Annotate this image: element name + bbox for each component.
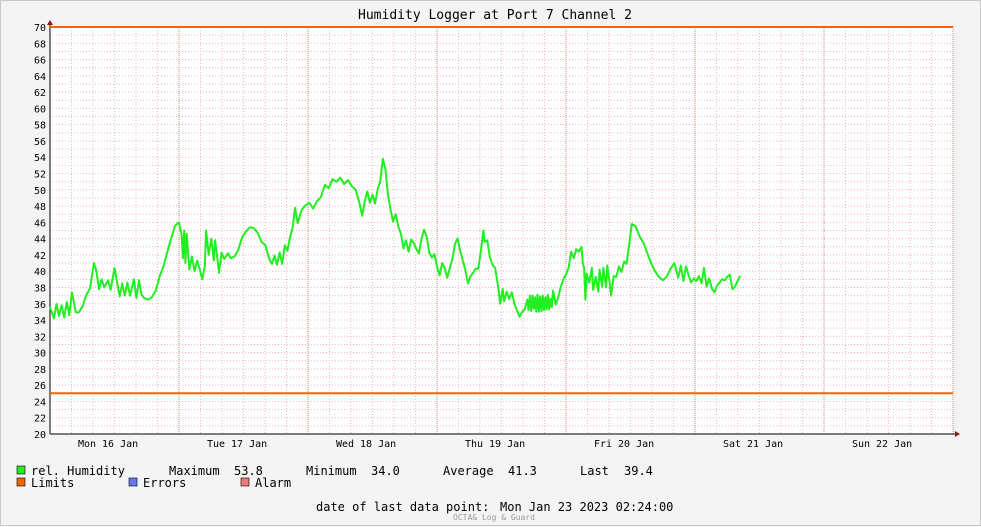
x-tick-label: Mon 16 Jan bbox=[78, 439, 138, 450]
last-data-point-label: date of last data point: bbox=[316, 500, 489, 514]
y-tick-label: 70 bbox=[34, 23, 46, 34]
y-axis-arrow bbox=[47, 20, 53, 25]
x-tick-label: Fri 20 Jan bbox=[594, 439, 654, 450]
chart-title: Humidity Logger at Port 7 Channel 2 bbox=[358, 8, 632, 23]
stats-row: Maximum 53.8 Minimum 34.0 Average 41.3 L… bbox=[169, 464, 653, 478]
y-tick-label: 60 bbox=[34, 104, 46, 115]
stat-maximum-value: 53.8 bbox=[234, 464, 263, 478]
last-data-point-value: Mon Jan 23 2023 02:24:00 bbox=[500, 500, 673, 514]
y-tick-label: 26 bbox=[34, 381, 46, 392]
x-tick-label: Tue 17 Jan bbox=[207, 439, 267, 450]
legend-swatch bbox=[16, 477, 26, 487]
x-axis-ticks: Mon 16 Jan Tue 17 Jan Wed 18 Jan Thu 19 Jan… bbox=[78, 439, 912, 450]
grid-lines bbox=[49, 26, 954, 435]
y-tick-label: 36 bbox=[34, 300, 46, 311]
stat-minimum-label: Minimum bbox=[306, 464, 357, 478]
y-tick-label: 52 bbox=[34, 170, 46, 181]
y-tick-label: 54 bbox=[34, 153, 46, 164]
stat-maximum-label: Maximum bbox=[169, 464, 220, 478]
y-tick-label: 34 bbox=[34, 316, 46, 327]
y-tick-label: 22 bbox=[34, 414, 46, 425]
stat-average-value: 41.3 bbox=[508, 464, 537, 478]
x-tick-label: Sat 21 Jan bbox=[723, 439, 783, 450]
x-tick-label: Thu 19 Jan bbox=[465, 439, 525, 450]
y-tick-label: 20 bbox=[34, 430, 46, 441]
y-tick-label: 40 bbox=[34, 267, 46, 278]
y-tick-label: 68 bbox=[34, 39, 46, 50]
legend-swatch bbox=[128, 477, 138, 487]
stat-last-value: 39.4 bbox=[624, 464, 653, 478]
stat-minimum-value: 34.0 bbox=[371, 464, 400, 478]
y-tick-label: 24 bbox=[34, 397, 46, 408]
y-tick-label: 32 bbox=[34, 332, 46, 343]
x-tick-label: Sun 22 Jan bbox=[852, 439, 912, 450]
y-tick-label: 56 bbox=[34, 137, 46, 148]
y-tick-label: 48 bbox=[34, 202, 46, 213]
y-tick-label: 42 bbox=[34, 251, 46, 262]
x-axis-arrow bbox=[955, 431, 960, 437]
y-tick-label: 58 bbox=[34, 121, 46, 132]
y-axis-ticks: 20 22 24 26 28 30 32 34 36 38 40 42 44 46 48 50 52 54 56 58… bbox=[34, 23, 46, 441]
stat-average-label: Average bbox=[443, 464, 494, 478]
legend-label: Limits bbox=[31, 476, 74, 490]
y-tick-label: 28 bbox=[34, 365, 46, 376]
legend-swatch bbox=[16, 465, 26, 475]
watermark: OCTA& Log & Guard bbox=[453, 513, 535, 522]
y-tick-label: 64 bbox=[34, 72, 46, 83]
y-tick-label: 38 bbox=[34, 283, 46, 294]
legend-label: Alarm bbox=[255, 476, 291, 490]
y-tick-label: 50 bbox=[34, 186, 46, 197]
legend-label: Errors bbox=[143, 476, 186, 490]
legend-label: rel. Humidity bbox=[31, 464, 125, 478]
y-tick-label: 30 bbox=[34, 349, 46, 360]
stat-last-label: Last bbox=[580, 464, 609, 478]
series-line-humidity bbox=[49, 157, 741, 320]
y-tick-label: 46 bbox=[34, 218, 46, 229]
series-layer bbox=[49, 26, 953, 395]
x-tick-label: Wed 18 Jan bbox=[336, 439, 396, 450]
y-tick-label: 66 bbox=[34, 56, 46, 67]
axes bbox=[47, 20, 960, 437]
legend-swatch bbox=[240, 477, 250, 487]
y-tick-label: 62 bbox=[34, 88, 46, 99]
y-tick-label: 44 bbox=[34, 235, 46, 246]
